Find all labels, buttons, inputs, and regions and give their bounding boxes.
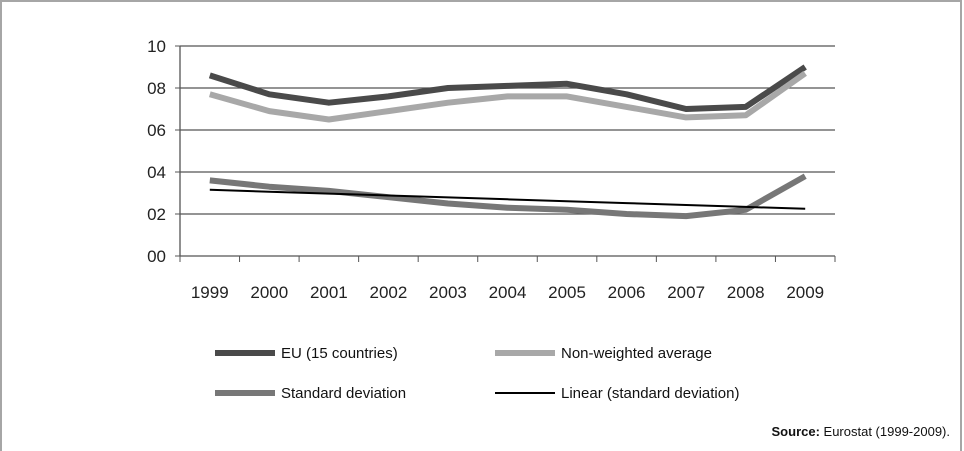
- x-tick-label: 2007: [667, 283, 705, 302]
- y-tick-label: 08: [147, 79, 166, 98]
- source-text: Eurostat (1999-2009).: [819, 424, 950, 439]
- x-tick-label: 2006: [608, 283, 646, 302]
- legend: EU (15 countries) Non-weighted average Sta…: [215, 345, 739, 402]
- x-tick-labels: 1999 2000 2001 2002 2003 2004 2005 2006 2007 2008…: [191, 283, 824, 302]
- axes: [175, 45, 836, 262]
- y-tick-label: 02: [147, 205, 166, 224]
- series-line-1: [208, 64, 807, 112]
- legend-label: EU (15 countries): [281, 345, 398, 362]
- x-tick-label: 2009: [786, 283, 824, 302]
- y-tick-label: 00: [147, 247, 166, 266]
- x-tick-label: 2000: [250, 283, 288, 302]
- x-tick-label: 1999: [191, 283, 229, 302]
- y-tick-label: 10: [147, 37, 166, 56]
- series-line-4: [209, 188, 806, 210]
- source-note: Source: Eurostat (1999-2009).: [772, 424, 950, 439]
- x-tick-label: 2002: [369, 283, 407, 302]
- legend-label: Non-weighted average: [561, 345, 712, 362]
- legend-label: Linear (standard deviation): [561, 385, 739, 402]
- x-tick-label: 2003: [429, 283, 467, 302]
- source-label: Source:: [771, 424, 820, 439]
- y-tick-label: 04: [147, 163, 166, 182]
- series-line-2: [208, 70, 807, 123]
- y-tick-label: 06: [147, 121, 166, 140]
- legend-label: Standard deviation: [281, 385, 406, 402]
- series-line-3: [209, 173, 807, 220]
- x-tick-label: 2005: [548, 283, 586, 302]
- y-tick-labels: 00 02 04 06 08 10: [147, 37, 166, 266]
- series-lines: [208, 64, 807, 220]
- x-tick-label: 2001: [310, 283, 348, 302]
- x-tick-label: 2008: [727, 283, 765, 302]
- x-tick-label: 2004: [489, 283, 527, 302]
